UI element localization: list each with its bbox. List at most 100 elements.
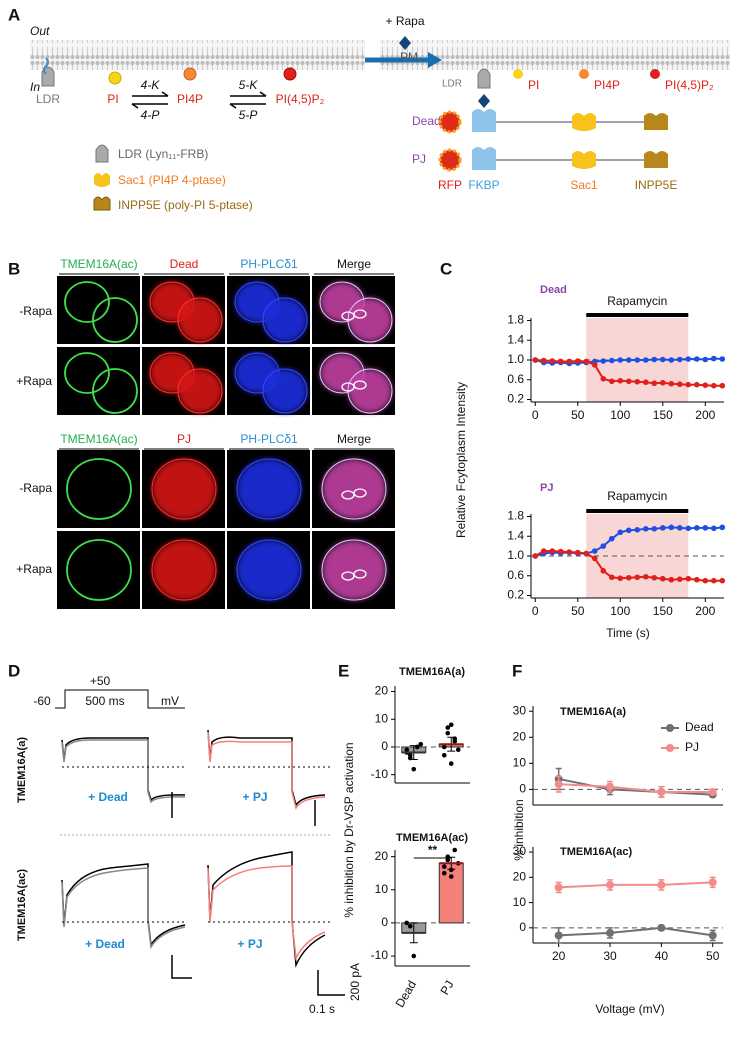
out-label: Out xyxy=(30,24,50,38)
cell-outline xyxy=(177,297,223,343)
data-point xyxy=(441,752,447,758)
membrane xyxy=(30,40,365,70)
data-point xyxy=(625,527,632,534)
inpp5e-icon xyxy=(93,196,111,211)
data-point xyxy=(708,787,717,796)
reaction-arrows xyxy=(131,91,267,109)
panel-label: D xyxy=(8,661,20,680)
y-tick-label: 1.8 xyxy=(507,509,524,523)
construct-label: PJ xyxy=(412,152,426,166)
trace xyxy=(207,851,326,968)
y-tick-label: 0 xyxy=(381,739,388,753)
legend-marker xyxy=(666,744,674,752)
series-line xyxy=(558,783,713,793)
data-point xyxy=(634,357,641,363)
data-point xyxy=(549,358,556,364)
data-point xyxy=(574,358,581,364)
data-point xyxy=(625,574,632,581)
x-tick-label: 30 xyxy=(603,949,617,963)
data-point xyxy=(566,358,573,365)
column-header: TMEM16A(ac) xyxy=(60,257,137,271)
y-tick-label: 0.2 xyxy=(507,392,524,406)
construct-label: Dead xyxy=(412,114,441,128)
cell xyxy=(263,369,307,413)
column-header: TMEM16A(ac) xyxy=(60,432,137,446)
domain-label: RFP xyxy=(438,178,462,192)
trace xyxy=(207,865,326,961)
series-line xyxy=(558,881,713,889)
data-point xyxy=(642,357,649,363)
data-point xyxy=(540,548,547,554)
data-point xyxy=(668,357,675,363)
data-point xyxy=(651,574,658,581)
y-tick-label: 10 xyxy=(375,882,389,896)
trace xyxy=(61,867,186,950)
cell xyxy=(152,540,216,600)
data-point xyxy=(411,766,417,772)
row-label: +Rapa xyxy=(16,562,52,576)
data-point xyxy=(600,568,607,574)
data-point xyxy=(540,357,547,364)
data-point xyxy=(710,355,717,362)
panel-label: E xyxy=(338,661,349,680)
data-point xyxy=(600,543,607,549)
chart-title: Dead xyxy=(540,284,567,296)
data-point xyxy=(719,356,726,362)
data-point xyxy=(625,357,632,363)
data-point xyxy=(685,356,692,362)
lipid-icon xyxy=(513,69,523,79)
data-point xyxy=(583,550,590,557)
x-tick-label: 0 xyxy=(532,604,539,618)
cell xyxy=(348,298,392,342)
cell xyxy=(178,298,222,342)
cell xyxy=(348,369,392,413)
data-point xyxy=(693,356,700,362)
scale-label: 200 pA xyxy=(348,963,362,1001)
data-point xyxy=(710,382,717,389)
data-point xyxy=(441,870,447,876)
x-tick-label: 0 xyxy=(532,408,539,422)
data-point xyxy=(702,577,709,584)
row-label: TMEM16A(ac) xyxy=(16,869,28,941)
data-point xyxy=(668,380,675,387)
data-point xyxy=(617,377,624,384)
data-point xyxy=(583,358,590,365)
data-point xyxy=(606,880,615,889)
condition-label: + PJ xyxy=(237,937,262,951)
panel-label: A xyxy=(8,5,20,24)
chart-title: TMEM16A(a) xyxy=(560,706,626,718)
column-header: PJ xyxy=(177,432,191,446)
cell xyxy=(322,540,386,600)
data-point xyxy=(455,747,461,753)
legend-text: Sac1 (PI4P 4-ptase) xyxy=(118,173,226,187)
data-point xyxy=(448,874,454,879)
y-tick-label: 1.8 xyxy=(507,313,524,327)
roi xyxy=(353,309,367,319)
column-header: Dead xyxy=(170,257,199,271)
cell-outline xyxy=(64,281,110,323)
cell-outline xyxy=(66,539,132,601)
legend-text: LDR (Lyn₁₁-FRB) xyxy=(118,147,208,161)
y-tick-label: -10 xyxy=(371,948,389,962)
y-tick-label: 0.6 xyxy=(507,372,524,386)
cell-outline xyxy=(66,458,132,520)
y-tick-label: 0.2 xyxy=(507,588,524,602)
data-point xyxy=(574,549,581,556)
x-tick-label: 100 xyxy=(610,408,630,422)
enzyme-label: 4-P xyxy=(141,108,160,122)
data-point xyxy=(600,375,607,382)
data-point xyxy=(719,524,726,531)
x-tick-label: 150 xyxy=(653,408,673,422)
data-point xyxy=(676,381,683,388)
data-point xyxy=(549,548,556,554)
data-point xyxy=(676,576,683,583)
enzyme-label: 5-K xyxy=(239,78,259,92)
arrow-head xyxy=(428,52,442,68)
data-point xyxy=(625,378,632,385)
data-point xyxy=(642,379,649,386)
data-point xyxy=(617,357,624,363)
data-point xyxy=(676,356,683,363)
data-point xyxy=(685,525,692,532)
cell xyxy=(263,298,307,342)
